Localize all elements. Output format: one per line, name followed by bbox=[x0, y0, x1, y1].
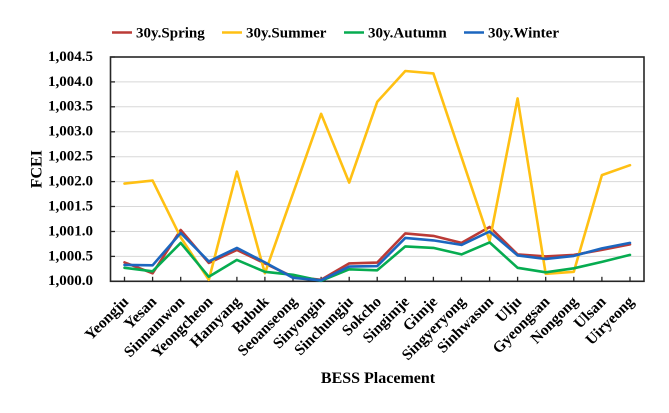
svg-text:1,004.0: 1,004.0 bbox=[48, 74, 93, 90]
svg-text:30y.Spring: 30y.Spring bbox=[136, 26, 205, 42]
svg-text:1,001.0: 1,001.0 bbox=[48, 223, 93, 239]
svg-text:1,000.0: 1,000.0 bbox=[48, 273, 93, 289]
svg-text:1,001.5: 1,001.5 bbox=[48, 198, 93, 214]
svg-text:30y.Autumn: 30y.Autumn bbox=[368, 26, 447, 42]
svg-text:BESS Placement: BESS Placement bbox=[321, 370, 436, 387]
svg-text:1,002.0: 1,002.0 bbox=[48, 174, 93, 190]
svg-text:30y.Summer: 30y.Summer bbox=[246, 26, 327, 42]
svg-text:FCEI: FCEI bbox=[29, 150, 46, 188]
svg-text:1,003.5: 1,003.5 bbox=[48, 99, 93, 115]
svg-text:1,000.5: 1,000.5 bbox=[48, 248, 93, 264]
svg-text:1,004.5: 1,004.5 bbox=[48, 49, 93, 65]
svg-text:30y.Winter: 30y.Winter bbox=[488, 26, 559, 42]
svg-text:1,002.5: 1,002.5 bbox=[48, 149, 93, 165]
svg-text:1,003.0: 1,003.0 bbox=[48, 124, 93, 140]
